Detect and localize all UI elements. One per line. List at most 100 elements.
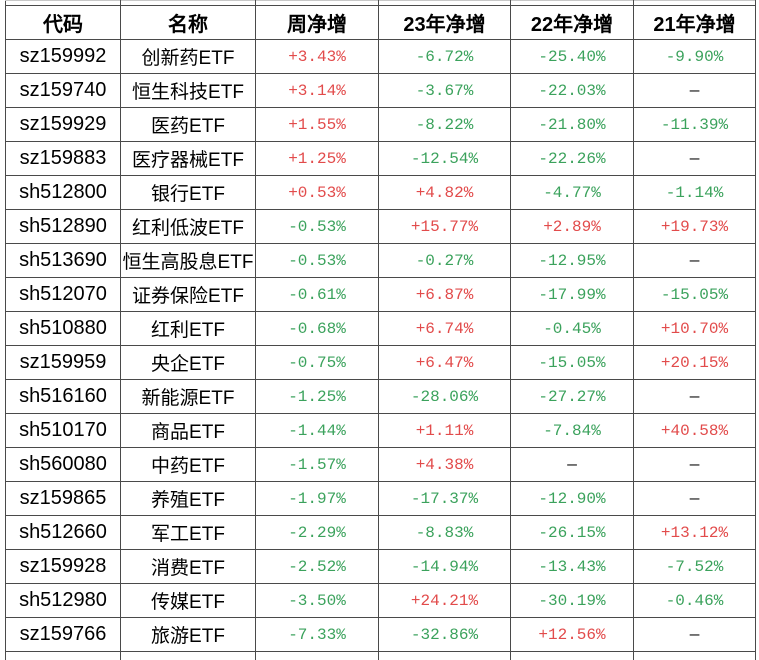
value-cell[interactable]: +20.15% [634,346,756,380]
value-cell[interactable]: -8.22% [379,108,511,142]
value-cell[interactable]: — [634,482,756,516]
value-cell[interactable]: -0.75% [256,346,379,380]
value-cell[interactable]: -27.27% [511,380,634,414]
column-header-2[interactable]: 周净增 [256,6,379,40]
value-cell[interactable]: +2.89% [511,210,634,244]
name-cell[interactable]: 医疗器械ETF [121,142,256,176]
value-cell[interactable]: -8.83% [379,516,511,550]
code-cell[interactable]: sh516160 [6,380,121,414]
value-cell[interactable]: — [511,448,634,482]
name-cell[interactable]: 传媒ETF [121,584,256,618]
code-cell[interactable]: sz159865 [6,482,121,516]
code-cell[interactable]: sh560080 [6,448,121,482]
value-cell[interactable]: — [634,618,756,652]
value-cell[interactable]: -2.52% [256,550,379,584]
code-cell[interactable]: sh512800 [6,176,121,210]
value-cell[interactable]: -12.90% [511,482,634,516]
code-cell[interactable]: sh512660 [6,516,121,550]
value-cell[interactable]: -0.68% [256,312,379,346]
name-cell[interactable]: 新能源ETF [121,380,256,414]
value-cell[interactable]: -15.05% [511,346,634,380]
name-cell[interactable]: 商品ETF [121,414,256,448]
value-cell[interactable]: -12.95% [511,244,634,278]
value-cell[interactable]: +19.73% [634,210,756,244]
value-cell[interactable]: +6.47% [379,346,511,380]
value-cell[interactable]: +0.53% [256,176,379,210]
value-cell[interactable]: -30.19% [511,584,634,618]
value-cell[interactable]: +24.21% [379,584,511,618]
code-cell[interactable]: sz159929 [6,108,121,142]
value-cell[interactable]: -7.84% [511,414,634,448]
code-cell[interactable]: sz159766 [6,618,121,652]
name-cell[interactable]: 中药ETF [121,448,256,482]
value-cell[interactable]: -2.29% [256,516,379,550]
code-cell[interactable]: sh513690 [6,244,121,278]
value-cell[interactable]: -4.77% [511,176,634,210]
value-cell[interactable]: +13.12% [634,516,756,550]
column-header-3[interactable]: 23年净增 [379,6,511,40]
name-cell[interactable]: 证券保险ETF [121,278,256,312]
value-cell[interactable]: -0.53% [256,210,379,244]
value-cell[interactable]: -26.15% [511,516,634,550]
value-cell[interactable]: -13.43% [511,550,634,584]
value-cell[interactable]: -1.57% [256,448,379,482]
column-header-4[interactable]: 22年净增 [511,6,634,40]
name-cell[interactable]: 军工ETF [121,516,256,550]
value-cell[interactable]: -17.37% [379,482,511,516]
value-cell[interactable]: -28.06% [379,380,511,414]
value-cell[interactable]: -17.99% [511,278,634,312]
name-cell[interactable]: 恒生科技ETF [121,74,256,108]
code-cell[interactable]: sz159740 [6,74,121,108]
value-cell[interactable]: +1.11% [379,414,511,448]
value-cell[interactable]: — [634,448,756,482]
value-cell[interactable]: -6.72% [379,40,511,74]
column-header-5[interactable]: 21年净增 [634,6,756,40]
code-cell[interactable]: sh512980 [6,584,121,618]
code-cell[interactable]: sz159959 [6,346,121,380]
name-cell[interactable]: 恒生高股息ETF [121,244,256,278]
name-cell[interactable]: 养殖ETF [121,482,256,516]
value-cell[interactable]: +6.87% [379,278,511,312]
value-cell[interactable]: -0.61% [256,278,379,312]
value-cell[interactable]: -12.54% [379,142,511,176]
value-cell[interactable]: +12.56% [511,618,634,652]
value-cell[interactable]: -1.25% [256,380,379,414]
value-cell[interactable]: -0.53% [256,244,379,278]
value-cell[interactable]: -9.90% [634,40,756,74]
code-cell[interactable]: sz159928 [6,550,121,584]
value-cell[interactable]: -25.40% [511,40,634,74]
code-cell[interactable]: sh510170 [6,414,121,448]
name-cell[interactable]: 消费ETF [121,550,256,584]
value-cell[interactable]: +3.43% [256,40,379,74]
value-cell[interactable]: -14.94% [379,550,511,584]
value-cell[interactable]: — [634,74,756,108]
value-cell[interactable]: -22.26% [511,142,634,176]
value-cell[interactable]: — [634,142,756,176]
value-cell[interactable]: -3.67% [379,74,511,108]
value-cell[interactable]: +3.14% [256,74,379,108]
name-cell[interactable]: 红利低波ETF [121,210,256,244]
value-cell[interactable]: +40.58% [634,414,756,448]
code-cell[interactable]: sz159992 [6,40,121,74]
value-cell[interactable]: +15.77% [379,210,511,244]
value-cell[interactable]: +4.82% [379,176,511,210]
value-cell[interactable]: -1.44% [256,414,379,448]
value-cell[interactable]: -32.86% [379,618,511,652]
value-cell[interactable]: +10.70% [634,312,756,346]
value-cell[interactable]: +4.38% [379,448,511,482]
column-header-0[interactable]: 代码 [6,6,121,40]
value-cell[interactable]: -1.14% [634,176,756,210]
name-cell[interactable]: 红利ETF [121,312,256,346]
code-cell[interactable]: sh512890 [6,210,121,244]
value-cell[interactable]: -3.50% [256,584,379,618]
value-cell[interactable]: -1.97% [256,482,379,516]
value-cell[interactable]: -11.39% [634,108,756,142]
name-cell[interactable]: 央企ETF [121,346,256,380]
value-cell[interactable]: -21.80% [511,108,634,142]
code-cell[interactable]: sz159883 [6,142,121,176]
column-header-1[interactable]: 名称 [121,6,256,40]
value-cell[interactable]: -7.52% [634,550,756,584]
value-cell[interactable]: +1.55% [256,108,379,142]
code-cell[interactable]: sh510880 [6,312,121,346]
value-cell[interactable]: +1.25% [256,142,379,176]
